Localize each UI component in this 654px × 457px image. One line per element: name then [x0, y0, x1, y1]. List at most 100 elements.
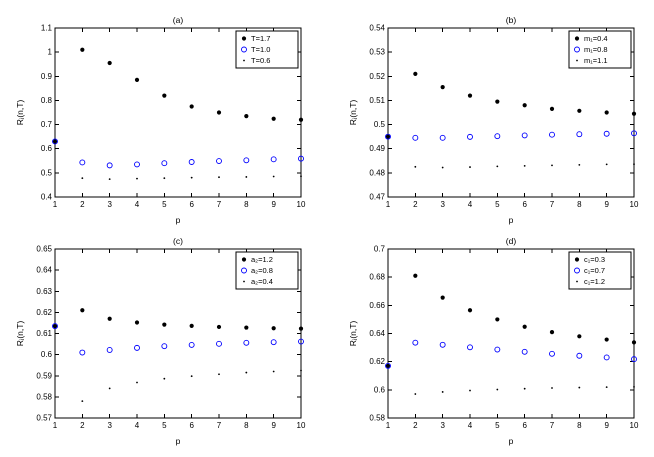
marker-filled-dot	[107, 316, 112, 321]
x-tick-label: 4	[468, 200, 473, 209]
marker-open-circle	[298, 155, 304, 162]
legend-label: a₂=1.2	[251, 255, 273, 264]
marker-filled-dot	[495, 99, 500, 104]
marker-filled-dot	[216, 324, 222, 330]
y-tick-label: 1	[48, 48, 53, 57]
x-tick-label: 5	[495, 200, 500, 209]
marker-small-dot	[605, 386, 608, 389]
legend-label: T=1.0	[251, 45, 270, 54]
y-tick-label: 0.6	[374, 385, 386, 394]
marker-open-circle	[549, 131, 555, 138]
marker-small-dot	[54, 140, 56, 143]
subplot-c: 1 2 3 4 5 6 7 8 9 10 0.57 0.58 0.59 0.6 0.61 0.62 0.63 0.…	[13, 233, 308, 448]
marker-small-dot	[551, 387, 553, 389]
marker-filled-dot	[631, 340, 637, 345]
x-tick-label: 6	[189, 200, 194, 209]
marker-open-circle	[79, 159, 86, 166]
legend-label: c₁=0.7	[584, 266, 605, 275]
y-tick-label: 0.47	[369, 193, 385, 202]
scatter-series	[385, 71, 637, 139]
x-tick-label: 7	[550, 421, 555, 430]
marker-small-dot	[387, 364, 389, 367]
marker-filled-dot	[134, 320, 140, 325]
marker-small-dot	[218, 176, 220, 179]
marker-small-dot	[300, 369, 302, 372]
x-tick-label: 4	[135, 200, 140, 209]
x-tick-label: 10	[630, 200, 639, 209]
x-tick-label: 1	[386, 200, 391, 209]
marker-small-dot	[633, 385, 635, 388]
y-tick-label: 0.8	[41, 96, 53, 105]
marker-open-circle	[521, 348, 528, 355]
marker-open-circle	[574, 46, 580, 53]
y-tick-label: 1.1	[41, 24, 53, 33]
y-tick-label: 0.6	[41, 350, 53, 359]
marker-small-dot	[163, 377, 166, 380]
marker-small-dot	[136, 177, 138, 180]
marker-filled-dot	[162, 93, 167, 98]
y-tick-label: 0.57	[36, 414, 52, 423]
scatter-series	[385, 130, 637, 141]
marker-open-circle	[574, 267, 580, 274]
x-tick-label: 2	[80, 421, 85, 430]
marker-filled-dot	[549, 329, 555, 335]
marker-small-dot	[523, 387, 526, 390]
x-tick-label: 7	[217, 421, 222, 430]
scatter-series	[52, 47, 304, 144]
x-tick-label: 8	[577, 200, 582, 209]
x-tick-label: 5	[162, 200, 167, 209]
marker-small-dot	[469, 389, 471, 392]
marker-open-circle	[631, 130, 637, 137]
x-tick-label: 7	[550, 200, 555, 209]
subplot-svg: 1 2 3 4 5 6 7 8 9 10 0.47 0.48 0.49 0.5 0.51 0.52 0.53 0.…	[348, 15, 639, 225]
marker-open-circle	[521, 132, 528, 139]
x-tick-label: 10	[297, 421, 306, 430]
scatter-series	[385, 339, 637, 369]
y-tick-label: 0.51	[369, 96, 385, 105]
marker-small-dot	[496, 165, 499, 168]
subplot-svg: 1 2 3 4 5 6 7 8 9 10 0.4 0.5 0.6 0.7 0.8 0.9 1 1.1 (a) p Rⱼ(…	[15, 15, 306, 225]
subplot-svg: 1 2 3 4 5 6 7 8 9 10 0.57 0.58 0.59 0.6 0.61 0.62 0.63 0.…	[15, 236, 306, 446]
subplot-a: 1 2 3 4 5 6 7 8 9 10 0.4 0.5 0.6 0.7 0.8 0.9 1 1.1 (a) p Rⱼ(…	[13, 12, 308, 227]
legend-label: m₁=1.1	[584, 56, 608, 65]
marker-filled-dot	[189, 104, 194, 109]
marker-small-dot	[272, 370, 275, 373]
x-tick-label: 10	[297, 200, 306, 209]
x-tick-label: 5	[495, 421, 500, 430]
x-tick-label: 6	[522, 200, 527, 209]
subplot-svg: 1 2 3 4 5 6 7 8 9 10 0.58 0.6 0.62 0.64 0.66 0.68 0.7 (d)…	[348, 236, 639, 446]
marker-filled-dot	[549, 106, 555, 111]
marker-small-dot	[605, 163, 608, 166]
marker-small-dot	[578, 163, 581, 166]
x-tick-label: 3	[107, 200, 112, 209]
x-axis-label: p	[176, 215, 181, 225]
y-axis-label: Rⱼ(n,T)	[15, 321, 25, 347]
marker-open-circle	[494, 133, 501, 140]
marker-open-circle	[188, 159, 195, 165]
marker-filled-dot	[522, 324, 527, 329]
y-tick-label: 0.6	[41, 144, 53, 153]
marker-open-circle	[241, 46, 247, 53]
marker-open-circle	[134, 161, 140, 168]
scatter-series	[52, 138, 304, 169]
scatter-series	[52, 323, 304, 356]
x-tick-label: 8	[244, 421, 249, 430]
x-tick-label: 8	[244, 200, 249, 209]
x-tick-label: 9	[271, 200, 276, 209]
marker-open-circle	[576, 131, 583, 138]
x-tick-label: 9	[604, 200, 609, 209]
marker-small-dot	[469, 166, 471, 168]
marker-small-dot	[441, 166, 444, 169]
subplot-title: (d)	[506, 236, 517, 246]
y-tick-label: 0.5	[41, 168, 53, 177]
scatter-series	[385, 273, 637, 368]
marker-open-circle	[79, 349, 86, 356]
legend: T=1.7 T=1.0 T=0.6	[235, 30, 299, 69]
marker-open-circle	[270, 339, 277, 346]
marker-open-circle	[106, 347, 113, 353]
subplot-title: (b)	[506, 15, 517, 25]
marker-small-dot	[272, 175, 275, 178]
marker-filled-dot	[440, 295, 445, 300]
